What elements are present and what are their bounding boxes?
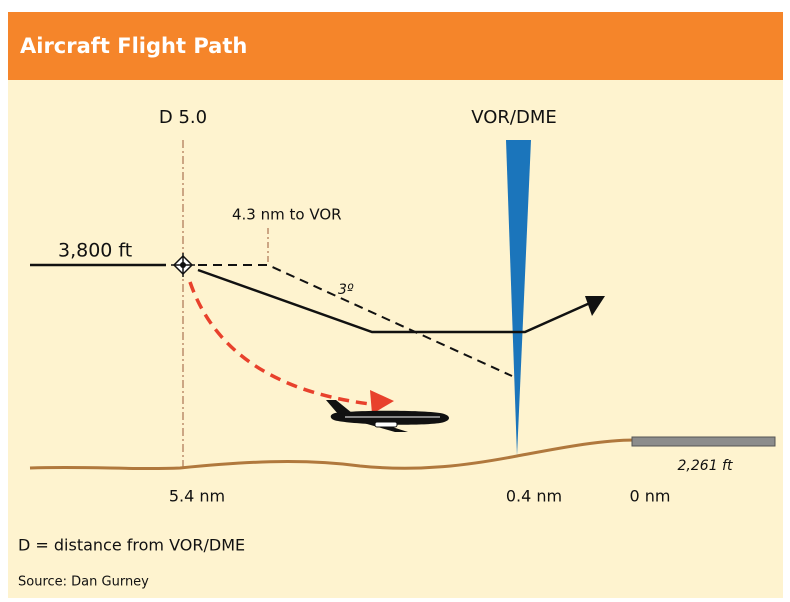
distance-tick: 0 nm [630,487,671,506]
footnote: D = distance from VOR/DME [18,536,245,555]
altitude-label: 3,800 ft [58,240,132,262]
distance-tick: 5.4 nm [169,487,225,506]
distance-tick: 0.4 nm [506,487,562,506]
actual-arrow [370,390,394,414]
background [8,80,783,598]
ground [29,438,636,471]
actual-path [188,281,371,406]
vor-beam [506,140,531,456]
waypoint-label: D 5.0 [159,107,207,128]
flight-path [197,268,591,334]
title: Aircraft Flight Path [20,34,247,58]
waypoint-symbol [171,253,195,277]
station-label: VOR/DME [471,107,557,128]
angle-label: 3º [338,282,354,298]
runway-label: 2,261 ft [678,458,733,474]
source: Source: Dan Gurney [18,575,149,590]
airplane [326,400,449,432]
flight-arrow [585,296,605,316]
glide-path [198,264,513,377]
distance-label: 4.3 nm to VOR [232,206,342,224]
runway [631,436,776,447]
header-band [8,12,783,80]
